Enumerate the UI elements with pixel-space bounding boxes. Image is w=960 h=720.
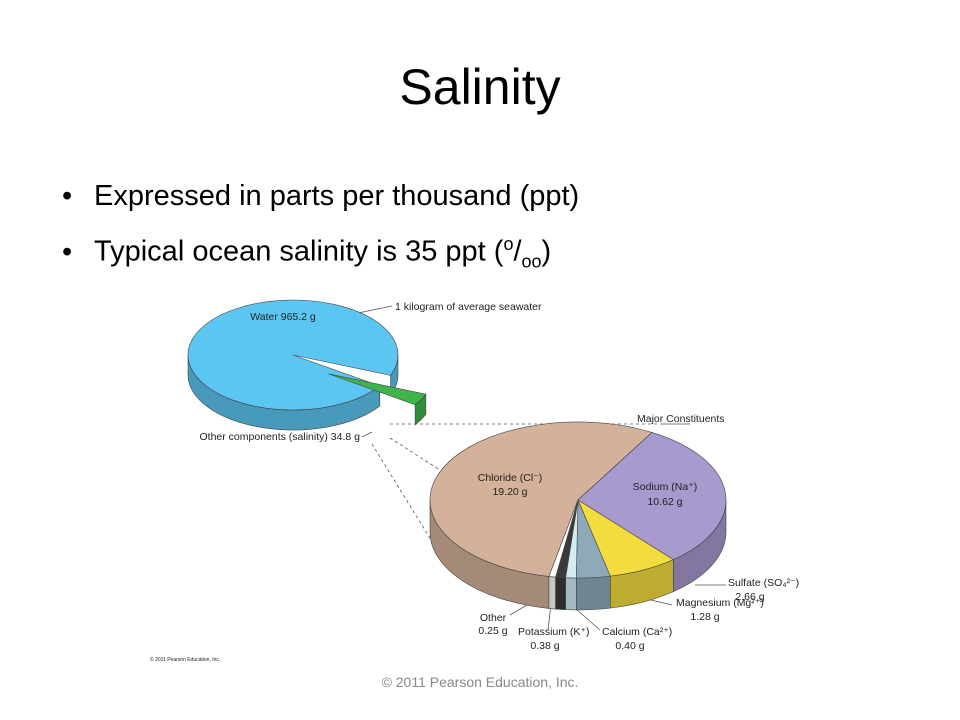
caption: Major Constituents xyxy=(637,413,725,425)
slice-side xyxy=(548,576,556,610)
bracket: ) xyxy=(541,235,552,268)
slice-side xyxy=(565,577,577,611)
value-label: 0.38 g xyxy=(530,640,559,652)
slice xyxy=(548,499,579,578)
slice-label: Sodium (Na⁺) xyxy=(633,481,697,493)
superscript: o xyxy=(503,234,514,254)
caption: 1 kilogram of average seawater xyxy=(395,301,542,313)
value-label: 0.40 g xyxy=(615,640,644,652)
value-label: 2.66 g xyxy=(735,591,764,603)
bullet: • Typical ocean salinity is 35 ppt (o/oo) xyxy=(62,234,552,272)
slice-label: Other xyxy=(480,612,507,624)
slice-side xyxy=(575,575,611,611)
slide-title: Salinity xyxy=(399,59,561,115)
slice-label: Calcium (Ca²⁺) xyxy=(602,626,672,638)
footer: © 2011 Pearson Education, Inc. xyxy=(381,674,579,690)
bullet-text: Expressed in parts per thousand (ppt) xyxy=(94,180,580,212)
subscript: oo xyxy=(521,251,542,272)
value-label: 19.20 g xyxy=(492,486,527,498)
bullet: • Expressed in parts per thousand (ppt) xyxy=(62,180,580,212)
value-label: 10.62 g xyxy=(647,496,682,508)
slice xyxy=(328,373,427,406)
slash: / xyxy=(513,235,522,268)
slice xyxy=(429,421,653,577)
bullet-text: Typical ocean salinity is 35 ppt ( xyxy=(94,235,504,268)
slice xyxy=(187,299,399,411)
slice-label: Sulfate (SO₄²⁻) xyxy=(728,577,799,589)
value-label: 0.25 g xyxy=(478,625,507,637)
slice xyxy=(577,432,727,560)
slice-label: Chloride (Cl⁻) xyxy=(478,472,542,484)
slice-label: Water 965.2 g xyxy=(250,311,316,323)
slice-label: Magnesium (Mg²⁺) xyxy=(676,597,764,609)
slice-side xyxy=(555,576,566,611)
slice-label: Potassium (K⁺) xyxy=(518,626,589,638)
slice-label: Other components (salinity) 34.8 g xyxy=(200,431,361,443)
value-label: 1.28 g xyxy=(690,611,719,623)
credit: © 2011 Pearson Education, Inc. xyxy=(150,656,220,663)
